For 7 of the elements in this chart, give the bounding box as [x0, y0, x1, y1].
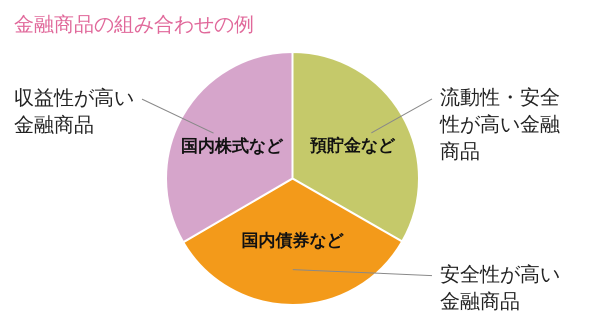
text: 安全性が高い金融商品	[440, 262, 560, 313]
slice-label: 国内株式など	[181, 136, 284, 156]
text: 流動性・安全性が高い金融商品	[440, 85, 560, 164]
slice-label: 預貯金など	[309, 136, 396, 156]
chart-title: 金融商品の組み合わせの例	[14, 12, 254, 36]
text: 収益性が高い金融商品	[14, 85, 134, 136]
slice-label: 国内債券など	[242, 231, 345, 252]
